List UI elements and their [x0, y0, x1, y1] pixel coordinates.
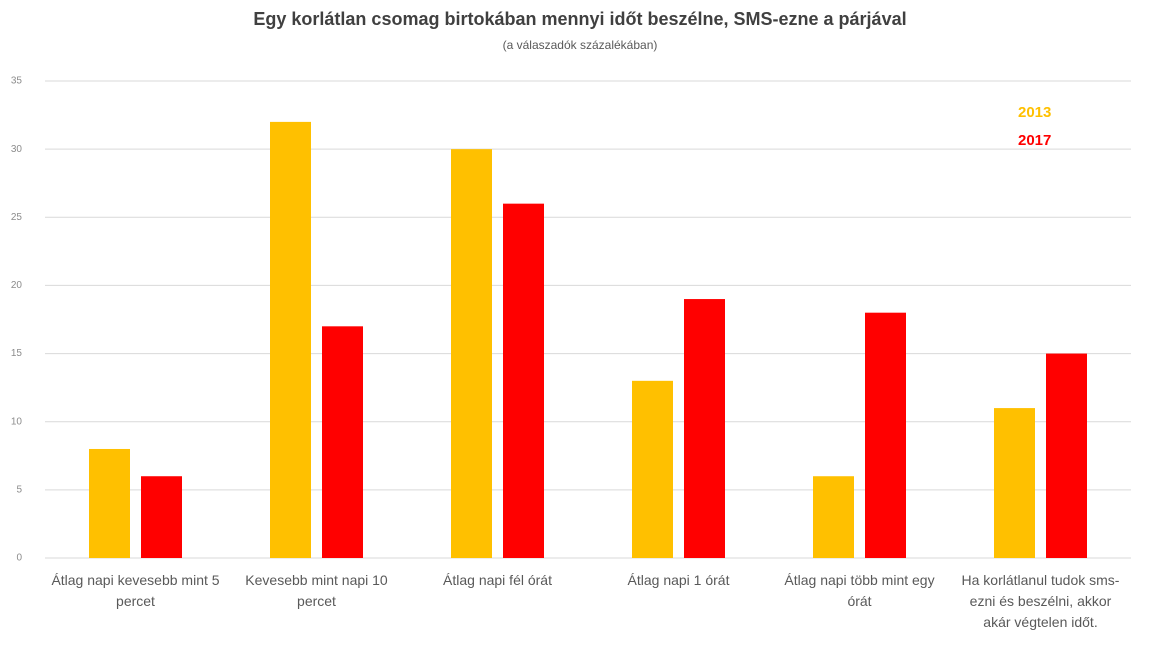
bar: [322, 326, 363, 558]
bar: [141, 476, 182, 558]
bar: [89, 448, 130, 558]
bar: [994, 408, 1035, 558]
x-tick-label: Kevesebb mint napi 10 percet: [245, 572, 388, 609]
bar: [503, 203, 544, 558]
x-tick-label: Átlag napi fél órát: [443, 572, 552, 588]
y-tick-label: 15: [11, 348, 23, 359]
bar: [684, 299, 725, 558]
y-tick-label: 0: [16, 553, 22, 564]
legend-label: 2017: [1018, 132, 1051, 149]
x-tick-label: Ha korlátlanul tudok sms-ezni és beszéln…: [961, 572, 1120, 630]
bar: [865, 312, 906, 558]
chart-title: Egy korlátlan csomag birtokában mennyi i…: [253, 9, 906, 29]
y-tick-label: 35: [11, 76, 23, 87]
y-tick-label: 20: [11, 280, 23, 291]
bar: [451, 149, 492, 558]
x-tick-label: Átlag napi több mint egy órát: [784, 572, 935, 609]
chart-subtitle: (a válaszadók százalékában): [503, 38, 658, 52]
y-tick-label: 25: [11, 212, 23, 223]
bar: [632, 380, 673, 558]
bar: [1046, 353, 1087, 558]
y-tick-label: 10: [11, 416, 23, 427]
x-tick-label: Átlag napi kevesebb mint 5 percet: [51, 572, 220, 609]
legend-label: 2013: [1018, 104, 1051, 121]
x-tick-label: Átlag napi 1 órát: [627, 572, 730, 588]
y-tick-label: 5: [16, 484, 22, 495]
y-tick-label: 30: [11, 144, 23, 155]
bar: [270, 121, 311, 558]
bar: [813, 476, 854, 558]
